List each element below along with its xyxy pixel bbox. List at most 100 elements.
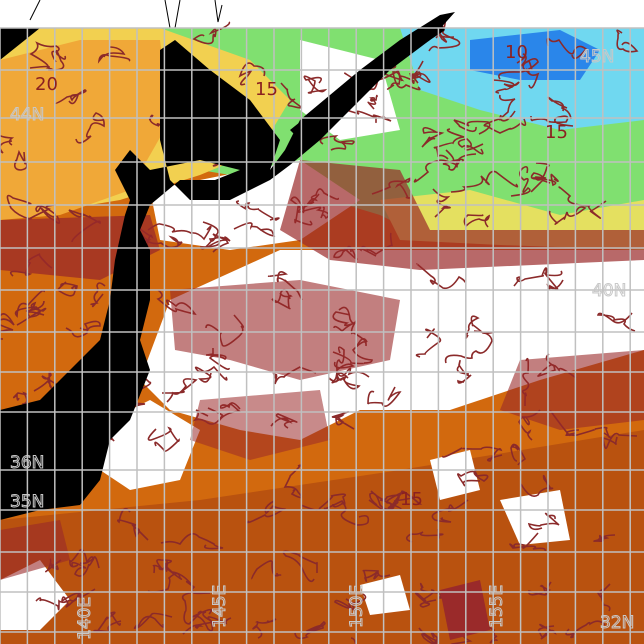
contour-line — [334, 593, 367, 612]
land-hokkaido-west — [0, 28, 40, 60]
lat-label: 35N — [10, 492, 44, 512]
contour-line — [0, 313, 15, 340]
contour-line — [233, 222, 276, 237]
contour-line — [117, 507, 149, 541]
contour-line — [133, 612, 173, 630]
contour-line — [509, 532, 547, 552]
contour-line — [147, 426, 180, 453]
contour-line — [492, 79, 520, 94]
contour-line — [530, 172, 551, 193]
contour-line — [498, 53, 539, 80]
contour-line — [6, 194, 57, 221]
contour-line — [161, 378, 198, 403]
lon-label: 145E — [210, 585, 230, 628]
contour-line — [332, 501, 370, 526]
contour-line — [55, 89, 87, 105]
contour-line — [97, 46, 131, 64]
contour-label: 15 — [255, 79, 278, 100]
contour-line — [513, 267, 548, 287]
contour-line — [362, 569, 391, 583]
contour-line — [200, 236, 231, 253]
contour-line — [442, 446, 503, 462]
land-sakhalin-south — [0, 12, 455, 520]
contour-line — [416, 263, 466, 290]
contour-line — [90, 282, 106, 308]
contour-line — [283, 464, 303, 499]
contour-line — [61, 588, 96, 608]
contour-line — [194, 365, 228, 383]
contour-line — [69, 548, 100, 569]
contour-label: 20 — [35, 74, 58, 95]
contour-line — [520, 474, 554, 497]
contour-line — [0, 134, 15, 146]
lon-label: 150E — [347, 585, 367, 628]
contour-line — [602, 432, 638, 450]
contour-line — [418, 627, 439, 644]
contour-line — [75, 112, 105, 144]
contour-line — [192, 21, 231, 45]
contour-line — [498, 94, 516, 122]
contour-line — [35, 590, 80, 611]
contour-line — [565, 426, 611, 439]
contour-line — [463, 214, 491, 228]
contour-line — [331, 411, 355, 430]
contour-line — [191, 608, 232, 632]
contour-line — [386, 71, 421, 91]
contour-line — [252, 618, 277, 639]
lat-label: 45N — [580, 47, 614, 67]
lat-label: 44N — [10, 105, 44, 125]
contour-line — [558, 186, 607, 219]
lon-label: 155E — [487, 585, 507, 628]
contour-line — [367, 386, 402, 407]
coastline-north — [29, 0, 223, 29]
contour-line — [457, 469, 489, 487]
contour-line — [444, 330, 493, 364]
contour-line — [294, 620, 326, 640]
lat-label: 40N — [592, 281, 626, 301]
contour-line — [522, 59, 540, 89]
contour-line — [530, 115, 574, 127]
contour-line — [547, 96, 572, 120]
contour-line — [29, 49, 67, 71]
contour-line — [616, 29, 639, 53]
contour-line — [238, 62, 266, 86]
contour-line — [14, 289, 45, 326]
contour-line — [182, 611, 218, 635]
contour-label: 10 — [505, 42, 528, 63]
contour-line — [319, 134, 355, 151]
contour-line — [280, 82, 303, 109]
contour-line — [0, 140, 13, 154]
contour-line — [235, 200, 280, 221]
lon-label: 140E — [75, 597, 95, 640]
contour-line — [300, 493, 347, 511]
contour-line — [597, 312, 636, 332]
sst-blue-region — [470, 30, 600, 80]
grid-labels: 45N 44N 40N 36N 35N 32N 140E 145E 150E 1… — [10, 42, 635, 641]
contour-line — [328, 367, 370, 383]
contour-line — [158, 563, 207, 594]
contour-line — [483, 118, 527, 134]
contour-line — [510, 166, 531, 197]
contour-line — [303, 75, 328, 94]
contour-line — [510, 443, 527, 466]
lat-label: 36N — [10, 453, 44, 473]
contour-line — [450, 170, 519, 193]
contour-line — [596, 583, 611, 612]
contour-line — [246, 500, 287, 524]
contour-line — [593, 534, 616, 542]
contour-line — [421, 126, 445, 148]
contour-line — [527, 512, 560, 531]
contour-line — [415, 589, 437, 608]
contour-line — [145, 235, 183, 249]
lat-label: 32N — [600, 613, 634, 633]
contour-line — [367, 94, 378, 110]
contour-line — [379, 490, 423, 509]
contour-line — [331, 372, 361, 390]
contour-line — [147, 223, 212, 241]
contour-label: 15 — [545, 122, 568, 143]
contour-line — [546, 37, 588, 60]
contour-line — [548, 206, 587, 225]
lat-lon-grid — [0, 27, 644, 644]
